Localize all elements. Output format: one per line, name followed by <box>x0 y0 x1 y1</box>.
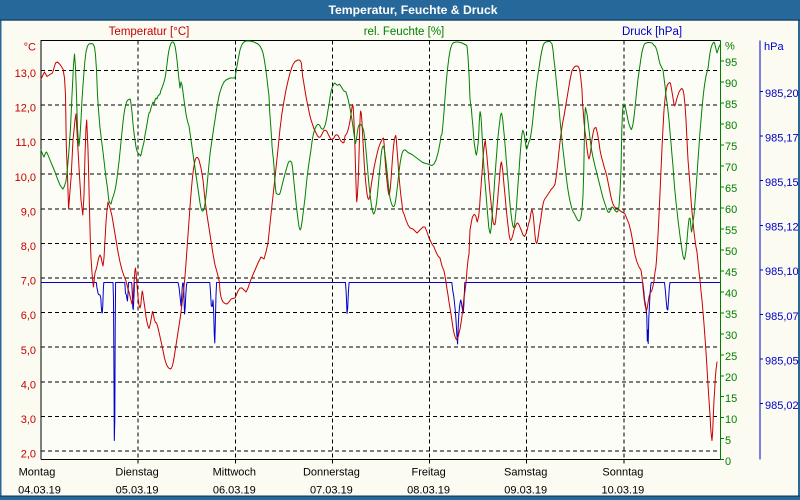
svg-text:985,02: 985,02 <box>765 400 799 412</box>
svg-text:3,0: 3,0 <box>21 414 36 426</box>
svg-text:985,20: 985,20 <box>765 88 799 100</box>
svg-text:Donnerstag: Donnerstag <box>303 467 360 479</box>
svg-text:985,12: 985,12 <box>765 222 799 234</box>
svg-text:985,15: 985,15 <box>765 177 799 189</box>
svg-text:20: 20 <box>725 372 737 384</box>
svg-text:06.03.19: 06.03.19 <box>213 485 256 497</box>
svg-text:04.03.19: 04.03.19 <box>18 485 61 497</box>
svg-text:5,0: 5,0 <box>21 345 36 357</box>
svg-text:05.03.19: 05.03.19 <box>116 485 159 497</box>
svg-text:60: 60 <box>725 204 737 216</box>
svg-text:%: % <box>725 41 735 53</box>
svg-text:985,07: 985,07 <box>765 311 799 323</box>
svg-text:985,10: 985,10 <box>765 266 799 278</box>
svg-text:90: 90 <box>725 78 737 90</box>
svg-text:9,0: 9,0 <box>21 206 36 218</box>
svg-text:35: 35 <box>725 309 737 321</box>
svg-text:50: 50 <box>725 246 737 258</box>
svg-text:80: 80 <box>725 120 737 132</box>
svg-text:Freitag: Freitag <box>411 467 445 479</box>
svg-text:45: 45 <box>725 267 737 279</box>
svg-text:85: 85 <box>725 99 737 111</box>
svg-text:08.03.19: 08.03.19 <box>407 485 450 497</box>
svg-text:09.03.19: 09.03.19 <box>504 485 547 497</box>
svg-text:Sonntag: Sonntag <box>602 467 643 479</box>
svg-text:4,0: 4,0 <box>21 379 36 391</box>
svg-text:7,0: 7,0 <box>21 276 36 288</box>
svg-text:10,0: 10,0 <box>15 172 36 184</box>
svg-text:Temperatur, Feuchte & Druck: Temperatur, Feuchte & Druck <box>328 3 497 17</box>
svg-text:30: 30 <box>725 330 737 342</box>
svg-text:10.03.19: 10.03.19 <box>601 485 644 497</box>
svg-text:75: 75 <box>725 141 737 153</box>
svg-text:Samstag: Samstag <box>504 467 547 479</box>
svg-text:95: 95 <box>725 57 737 69</box>
svg-text:Druck [hPa]: Druck [hPa] <box>622 26 682 38</box>
svg-text:12,0: 12,0 <box>15 103 36 115</box>
svg-text:13,0: 13,0 <box>15 68 36 80</box>
svg-text:11,0: 11,0 <box>15 137 36 149</box>
svg-text:hPa: hPa <box>764 41 784 53</box>
svg-text:Temperatur [°C]: Temperatur [°C] <box>109 26 190 38</box>
svg-text:40: 40 <box>725 288 737 300</box>
svg-text:Dienstag: Dienstag <box>115 467 158 479</box>
svg-text:07.03.19: 07.03.19 <box>310 485 353 497</box>
svg-text:8,0: 8,0 <box>21 241 36 253</box>
svg-text:0: 0 <box>725 456 731 468</box>
svg-text:25: 25 <box>725 351 737 363</box>
svg-text:rel. Feuchte [%]: rel. Feuchte [%] <box>364 26 445 38</box>
svg-text:2,0: 2,0 <box>21 449 36 461</box>
svg-text:985,17: 985,17 <box>765 133 799 145</box>
svg-text:985,05: 985,05 <box>765 355 799 367</box>
svg-text:55: 55 <box>725 225 737 237</box>
svg-text:Montag: Montag <box>19 467 56 479</box>
svg-text:6,0: 6,0 <box>21 310 36 322</box>
svg-text:Mittwoch: Mittwoch <box>213 467 256 479</box>
svg-text:°C: °C <box>24 42 36 54</box>
svg-text:70: 70 <box>725 162 737 174</box>
svg-text:10: 10 <box>725 414 737 426</box>
svg-text:5: 5 <box>725 435 731 447</box>
svg-text:65: 65 <box>725 183 737 195</box>
svg-text:15: 15 <box>725 393 737 405</box>
